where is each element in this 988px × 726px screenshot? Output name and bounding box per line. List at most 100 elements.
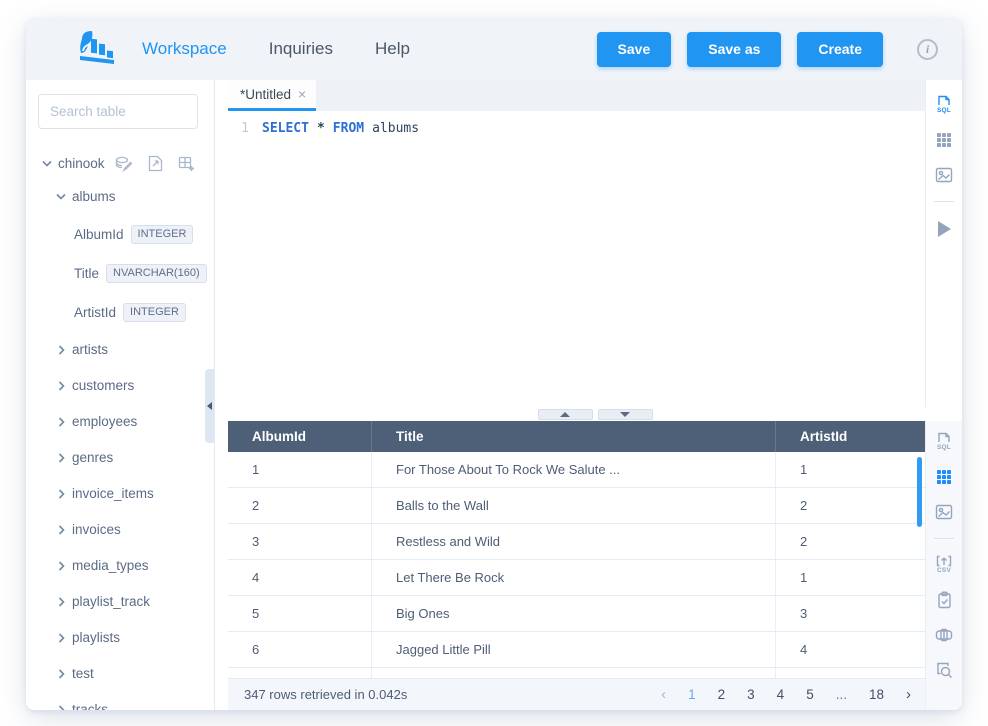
table-row[interactable]: 1 For Those About To Rock We Salute ... … — [228, 452, 925, 488]
chevron-down-icon — [40, 157, 54, 171]
chart-view-icon[interactable] — [933, 164, 955, 186]
results-view-rail: SQL — [925, 421, 962, 710]
table-row[interactable]: 6 Jagged Little Pill 4 — [228, 632, 925, 668]
tree-item-test[interactable]: test — [38, 659, 202, 688]
page-1[interactable]: 1 — [688, 687, 696, 702]
tree-item-invoices[interactable]: invoices — [38, 515, 202, 544]
page-4[interactable]: 4 — [776, 687, 785, 702]
cell-albumid: 1 — [252, 462, 260, 477]
prev-page-icon[interactable]: ‹ — [661, 686, 667, 703]
results-pane: AlbumId Title ArtistId 1 For Those About… — [228, 421, 925, 710]
app-logo-icon[interactable] — [74, 29, 118, 69]
column-header-artistid[interactable]: ArtistId — [775, 421, 925, 452]
chevron-right-icon — [54, 451, 68, 465]
database-actions — [115, 155, 195, 172]
cell-artistid: 2 — [775, 524, 925, 559]
table-name: invoices — [72, 522, 121, 537]
tree-item-employees[interactable]: employees — [38, 407, 202, 436]
tree-item-tracks[interactable]: tracks — [38, 695, 202, 710]
page-5[interactable]: 5 — [806, 687, 814, 702]
editor-tab-bar: *Untitled × — [228, 80, 925, 111]
table-columns-icon[interactable] — [933, 624, 955, 646]
expand-down-button[interactable] — [597, 408, 653, 420]
file-export-icon[interactable] — [148, 155, 163, 172]
schema-tree: chinook — [38, 155, 207, 710]
tree-item-albums[interactable]: albums — [38, 182, 202, 211]
sql-code-editor[interactable]: 1 SELECT * FROM albums — [228, 111, 925, 407]
table-name: genres — [72, 450, 114, 465]
chevron-right-icon — [54, 703, 68, 710]
tree-item-playlist-track[interactable]: playlist_track — [38, 587, 202, 616]
search-input[interactable] — [38, 94, 198, 129]
tree-item-database[interactable]: chinook — [38, 155, 202, 172]
next-page-icon[interactable]: › — [906, 686, 911, 703]
sql-view-icon[interactable]: SQL — [933, 431, 955, 453]
chevron-right-icon — [54, 343, 68, 357]
sidebar-collapse-handle[interactable] — [205, 369, 214, 443]
page-18[interactable]: 18 — [868, 687, 884, 702]
table-row[interactable]: 2 Balls to the Wall 2 — [228, 488, 925, 524]
save-button[interactable]: Save — [596, 31, 672, 67]
tree-item-playlists[interactable]: playlists — [38, 623, 202, 652]
pagination: ‹ 1 2 3 4 5 ... 18 › — [661, 686, 911, 703]
tree-item-invoice-items[interactable]: invoice_items — [38, 479, 202, 508]
tab-untitled[interactable]: *Untitled × — [228, 80, 317, 111]
grid-view-icon[interactable] — [933, 129, 955, 151]
column-name: ArtistId — [74, 304, 117, 320]
save-as-button[interactable]: Save as — [687, 31, 782, 67]
editor-view-rail: SQL — [925, 80, 962, 407]
column-name: Title — [74, 265, 100, 281]
nav-workspace[interactable]: Workspace — [142, 39, 227, 58]
sql-identifier: albums — [372, 121, 420, 136]
close-icon[interactable]: × — [298, 86, 307, 102]
cell-albumid: 3 — [252, 534, 260, 549]
run-query-icon[interactable] — [937, 221, 951, 237]
expand-up-button[interactable] — [537, 408, 593, 420]
info-icon[interactable]: i — [917, 38, 938, 60]
sql-keyword: FROM — [332, 121, 365, 136]
nav-help[interactable]: Help — [374, 39, 410, 58]
sql-operator: * — [316, 121, 325, 136]
status-text: 347 rows retrieved in 0.042s — [244, 687, 408, 702]
table-row[interactable]: 5 Big Ones 3 — [228, 596, 925, 632]
table-name: test — [72, 666, 94, 681]
column-header-title[interactable]: Title — [371, 421, 775, 452]
triangle-up-icon — [560, 411, 570, 417]
tree-item-media-types[interactable]: media_types — [38, 551, 202, 580]
app-window: Workspace Inquiries Help Save Save as Cr… — [26, 18, 962, 710]
table-name: media_types — [72, 558, 149, 573]
create-button[interactable]: Create — [797, 31, 883, 67]
tree-item-genres[interactable]: genres — [38, 443, 202, 472]
cell-title: Jagged Little Pill — [371, 632, 775, 667]
cell-artistid: 4 — [775, 632, 925, 667]
cell-title: For Those About To Rock We Salute ... — [371, 452, 775, 487]
grid-view-icon[interactable] — [933, 466, 955, 488]
export-csv-icon[interactable]: CSV — [933, 554, 955, 576]
cell-artistid: 3 — [775, 596, 925, 631]
chart-view-icon[interactable] — [933, 501, 955, 523]
page-2[interactable]: 2 — [717, 687, 726, 702]
schema-sidebar: chinook — [26, 80, 215, 710]
code-line: 1 SELECT * FROM albums — [228, 121, 925, 136]
page-3[interactable]: 3 — [747, 687, 755, 702]
cell-albumid: 4 — [252, 570, 260, 585]
tree-item-artists[interactable]: artists — [38, 335, 202, 364]
header-actions: Save Save as Create i — [596, 31, 938, 67]
copy-clipboard-icon[interactable] — [933, 589, 955, 611]
column-header-albumid[interactable]: AlbumId — [252, 429, 306, 444]
database-edit-icon[interactable] — [115, 156, 133, 172]
tree-item-customers[interactable]: customers — [38, 371, 202, 400]
table-row[interactable]: 4 Let There Be Rock 1 — [228, 560, 925, 596]
nav-inquiries[interactable]: Inquiries — [268, 39, 333, 58]
table-name: customers — [72, 378, 135, 393]
results-scrollbar[interactable] — [917, 457, 922, 527]
table-name: playlists — [72, 630, 121, 645]
triangle-down-icon — [620, 411, 630, 417]
sql-view-icon[interactable]: SQL — [933, 94, 955, 116]
zoom-preview-icon[interactable] — [933, 659, 955, 681]
table-row[interactable]: 3 Restless and Wild 2 — [228, 524, 925, 560]
chevron-right-icon — [54, 631, 68, 645]
table-add-icon[interactable] — [178, 156, 195, 172]
sql-icon-label: SQL — [937, 444, 951, 452]
chevron-right-icon — [54, 559, 68, 573]
